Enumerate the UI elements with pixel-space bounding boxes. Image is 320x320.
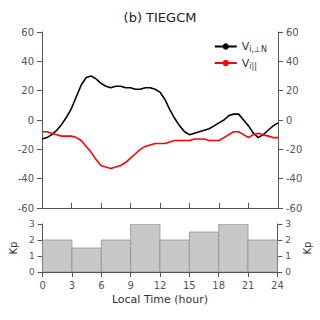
svg-text:1: 1 — [29, 251, 35, 261]
svg-text:2: 2 — [285, 235, 291, 245]
svg-text:V: V — [241, 56, 250, 70]
svg-text:60: 60 — [286, 27, 299, 38]
svg-text:3: 3 — [285, 219, 291, 229]
svg-text:21: 21 — [242, 280, 255, 291]
svg-text:i||: i|| — [249, 62, 257, 71]
svg-text:0: 0 — [286, 115, 292, 126]
svg-text:20: 20 — [21, 85, 34, 96]
svg-text:3: 3 — [69, 280, 75, 291]
svg-text:15: 15 — [183, 280, 196, 291]
svg-text:1: 1 — [285, 251, 291, 261]
svg-text:V: V — [241, 40, 250, 53]
svg-text:-40: -40 — [286, 173, 302, 184]
svg-text:0: 0 — [39, 280, 45, 291]
svg-text:40: 40 — [286, 56, 299, 67]
svg-text:2: 2 — [29, 235, 35, 245]
svg-text:18: 18 — [212, 280, 225, 291]
svg-text:0: 0 — [28, 115, 34, 126]
svg-text:0: 0 — [29, 267, 35, 277]
svg-text:(b) TIEGCM: (b) TIEGCM — [124, 10, 197, 25]
svg-text:-40: -40 — [18, 173, 34, 184]
svg-text:24: 24 — [271, 280, 284, 291]
svg-text:12: 12 — [154, 280, 167, 291]
svg-text:-60: -60 — [18, 203, 34, 214]
svg-text:20: 20 — [286, 85, 299, 96]
svg-text:-20: -20 — [286, 144, 302, 155]
svg-text:-20: -20 — [18, 144, 34, 155]
svg-text:60: 60 — [21, 27, 34, 38]
svg-text:9: 9 — [127, 280, 133, 291]
svg-text:Kp: Kp — [302, 242, 313, 255]
svg-text:Kp: Kp — [8, 242, 19, 255]
svg-text:i,⊥N: i,⊥N — [249, 45, 267, 54]
svg-text:-60: -60 — [286, 203, 302, 214]
svg-text:3: 3 — [29, 219, 35, 229]
svg-text:6: 6 — [98, 280, 104, 291]
svg-text:Local Time (hour): Local Time (hour) — [112, 293, 208, 306]
svg-text:0: 0 — [285, 267, 291, 277]
svg-text:40: 40 — [21, 56, 34, 67]
